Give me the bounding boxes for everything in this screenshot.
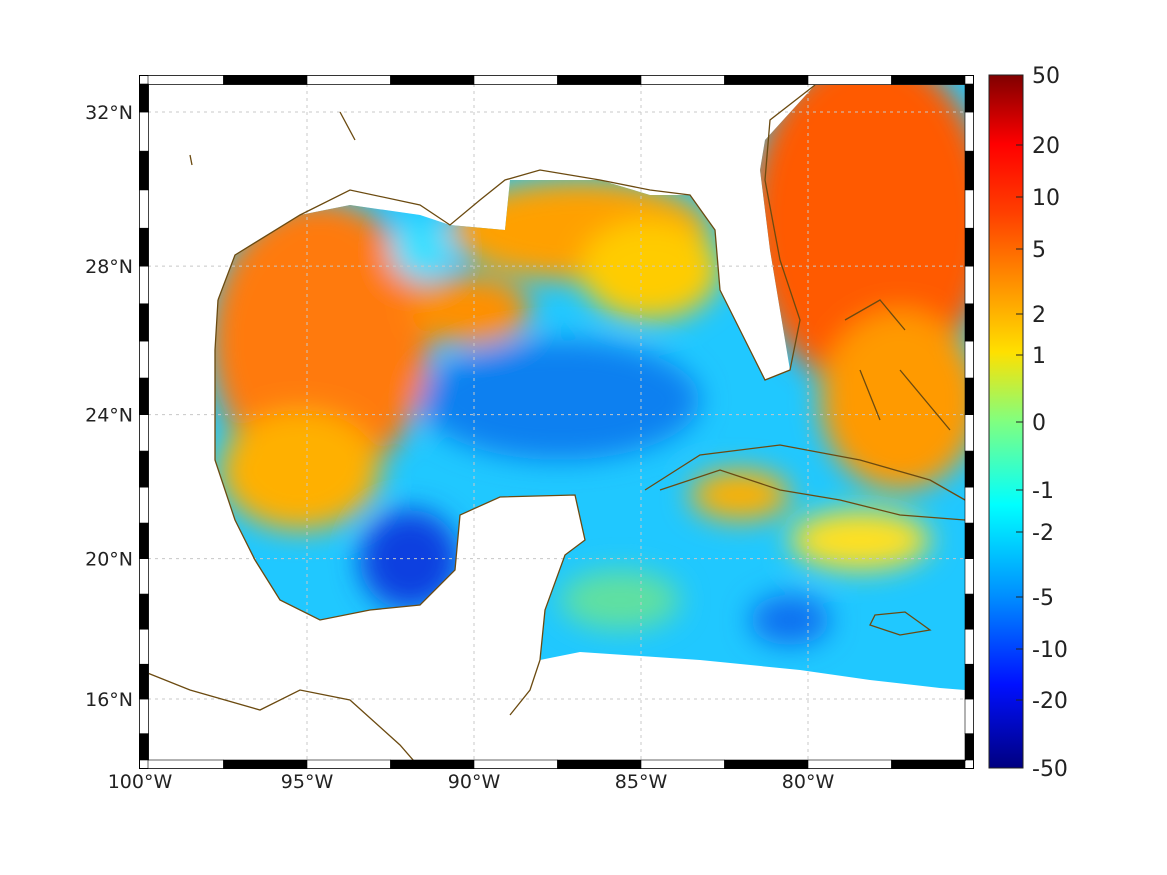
frame-segment xyxy=(964,189,974,229)
frame-segment xyxy=(964,414,974,452)
frame-segment xyxy=(964,150,974,191)
frame-segment xyxy=(891,759,966,769)
frame-segment xyxy=(964,303,974,342)
frame-segment xyxy=(139,628,149,665)
frame-segment xyxy=(964,450,974,488)
colorbar-tick-label: 50 xyxy=(1032,64,1060,89)
frame-segment xyxy=(473,759,558,769)
y-tick-label: 16°N xyxy=(85,689,133,711)
frame-segment xyxy=(557,759,642,769)
colorbar-tick-label: 5 xyxy=(1032,238,1046,263)
frame-segment xyxy=(964,698,974,734)
frame-segment xyxy=(964,628,974,665)
frame-segment xyxy=(473,75,558,85)
frame-segment xyxy=(964,486,974,524)
frame-segment xyxy=(306,75,391,85)
frame-segment xyxy=(139,340,149,379)
x-tick-label: 80°W xyxy=(782,771,835,793)
colorbar-tick-label: -20 xyxy=(1032,689,1068,714)
x-axis-ticks: 100°W 95°W 90°W 85°W 80°W xyxy=(108,771,835,793)
frame-segment xyxy=(724,759,809,769)
frame-segment xyxy=(139,227,149,267)
frame-segment xyxy=(557,75,642,85)
frame-segment xyxy=(139,486,149,524)
frame-segment xyxy=(139,303,149,342)
grid-lines xyxy=(148,84,965,760)
frame-segment xyxy=(807,75,892,85)
x-tick-label: 100°W xyxy=(108,771,173,793)
frame-segment xyxy=(139,663,149,700)
colorbar-tick-label: -10 xyxy=(1032,638,1068,663)
frame-segment xyxy=(891,75,966,85)
frame-segment xyxy=(964,733,974,761)
frame-segment xyxy=(139,150,149,191)
frame-segment xyxy=(964,83,974,113)
colorbar-tick-label: -5 xyxy=(1032,586,1054,611)
frame-segment xyxy=(139,414,149,452)
colorbar-tick-label: -1 xyxy=(1032,479,1054,504)
frame-segment xyxy=(147,75,224,85)
frame-segment xyxy=(139,111,149,152)
coastline xyxy=(139,84,966,769)
colorbar-tick-label: 0 xyxy=(1032,411,1046,436)
colorbar-tick-label: -2 xyxy=(1032,521,1054,546)
frame-segment xyxy=(640,75,725,85)
frame-segment xyxy=(964,111,974,152)
frame-segment xyxy=(139,522,149,559)
frame-segment xyxy=(139,558,149,595)
y-tick-label: 24°N xyxy=(85,405,133,427)
frame-segment xyxy=(139,698,149,734)
frame-segment xyxy=(390,75,475,85)
x-tick-label: 90°W xyxy=(448,771,501,793)
colorbar-tick-label: 1 xyxy=(1032,344,1046,369)
frame-segment xyxy=(139,265,149,305)
data-field xyxy=(215,85,965,690)
frame-segment xyxy=(306,759,391,769)
frame-checker-border xyxy=(139,75,974,769)
frame-segment xyxy=(223,75,308,85)
frame-segment xyxy=(964,593,974,630)
frame-segment xyxy=(964,340,974,379)
frame-segment xyxy=(139,377,149,415)
frame-segment xyxy=(139,593,149,630)
frame-segment xyxy=(964,377,974,415)
frame-segment xyxy=(964,558,974,595)
frame-segment xyxy=(964,522,974,559)
x-tick-label: 95°W xyxy=(281,771,334,793)
x-tick-label: 85°W xyxy=(615,771,668,793)
frame-segment xyxy=(390,759,475,769)
frame-segment xyxy=(724,75,809,85)
y-tick-label: 32°N xyxy=(85,102,133,124)
frame-segment xyxy=(964,265,974,305)
frame-segment xyxy=(139,189,149,229)
y-axis-ticks: 32°N 28°N 24°N 20°N 16°N xyxy=(85,102,133,711)
frame-segment xyxy=(139,733,149,761)
frame-segment xyxy=(640,759,725,769)
y-tick-label: 28°N xyxy=(85,256,133,278)
frame-segment xyxy=(139,83,149,113)
colorbar-tick-label: -50 xyxy=(1032,757,1068,782)
frame-segment xyxy=(223,759,308,769)
frame-segment xyxy=(807,759,892,769)
frame-segment xyxy=(964,227,974,267)
colorbar-tick-label: 10 xyxy=(1032,186,1060,211)
colorbar-tick-label: 20 xyxy=(1032,134,1060,159)
frame-segment xyxy=(147,759,224,769)
y-tick-label: 20°N xyxy=(85,549,133,571)
frame-segment xyxy=(139,450,149,488)
frame-segment xyxy=(964,663,974,700)
colorbar-tick-label: 2 xyxy=(1032,303,1046,328)
